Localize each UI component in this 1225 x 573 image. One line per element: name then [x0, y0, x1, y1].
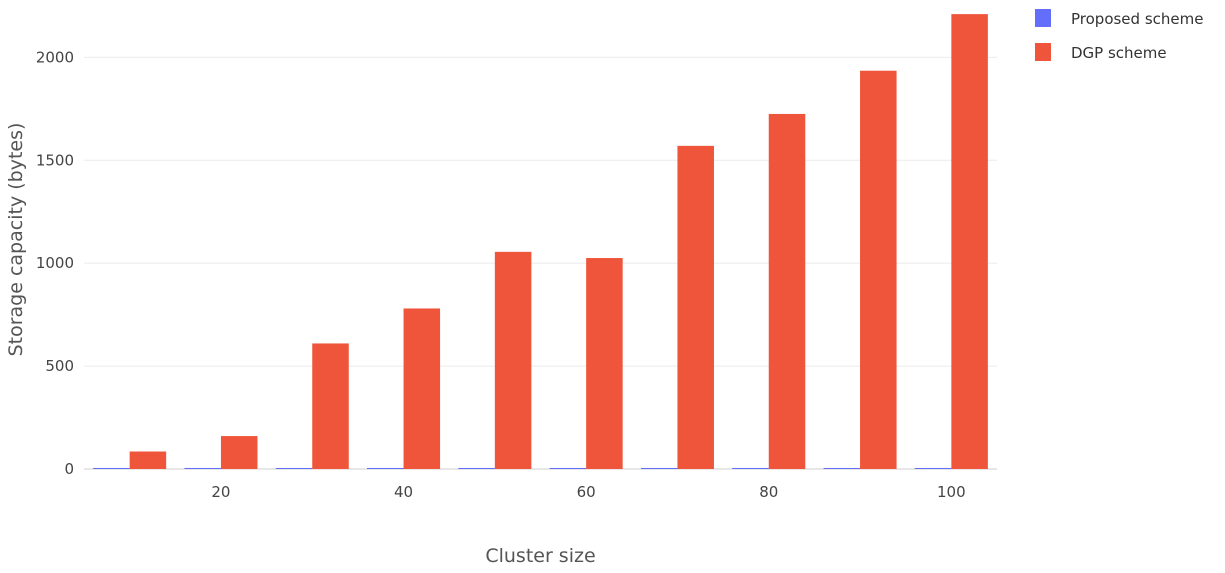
- bar-proposed[interactable]: [367, 467, 404, 469]
- y-tick-label: 2000: [36, 48, 74, 66]
- bar-proposed[interactable]: [458, 467, 495, 469]
- bar-dgp[interactable]: [768, 113, 806, 470]
- bar-proposed[interactable]: [549, 467, 587, 469]
- bar-proposed[interactable]: [184, 467, 221, 469]
- bar-proposed[interactable]: [640, 467, 678, 469]
- x-axis-title: Cluster size: [485, 545, 595, 567]
- y-tick-label: 0: [64, 460, 74, 478]
- bar-dgp[interactable]: [220, 436, 258, 469]
- bar-dgp[interactable]: [403, 308, 441, 469]
- x-tick-label: 20: [211, 483, 230, 501]
- legend-label-proposed: Proposed scheme: [1071, 10, 1203, 28]
- bar-dgp[interactable]: [494, 251, 532, 469]
- bar-dgp[interactable]: [312, 343, 349, 469]
- bar-dgp[interactable]: [129, 451, 167, 469]
- bar-dgp[interactable]: [951, 14, 988, 470]
- x-tick-label: 60: [577, 483, 596, 501]
- x-tick-label: 40: [394, 483, 413, 501]
- y-tick-label: 500: [45, 357, 74, 375]
- bar-proposed[interactable]: [823, 467, 861, 469]
- bar-dgp[interactable]: [677, 145, 714, 469]
- bar-proposed[interactable]: [914, 467, 952, 469]
- legend-item-proposed[interactable]: Proposed scheme: [1035, 9, 1203, 28]
- y-tick-label: 1500: [36, 151, 74, 169]
- legend-swatch-dgp: [1035, 43, 1051, 61]
- bar-proposed[interactable]: [275, 467, 313, 469]
- legend-label-dgp: DGP scheme: [1071, 44, 1167, 62]
- bar-dgp[interactable]: [860, 70, 897, 470]
- x-tick-label: 100: [937, 483, 966, 501]
- x-axis-ticks: 20 40 60 80 100: [211, 483, 965, 501]
- y-tick-label: 1000: [36, 254, 74, 272]
- x-tick-label: 80: [759, 483, 778, 501]
- bar-proposed[interactable]: [93, 467, 130, 469]
- y-axis-title: Storage capacity (bytes): [5, 123, 27, 357]
- bar-dgp[interactable]: [586, 258, 623, 469]
- legend[interactable]: Proposed scheme DGP scheme: [1035, 9, 1203, 62]
- legend-item-dgp[interactable]: DGP scheme: [1035, 43, 1167, 62]
- bar-proposed[interactable]: [732, 467, 769, 469]
- y-axis-ticks: 0 500 1000 1500 2000: [36, 48, 74, 478]
- bars: [93, 14, 988, 470]
- legend-swatch-proposed: [1035, 9, 1051, 27]
